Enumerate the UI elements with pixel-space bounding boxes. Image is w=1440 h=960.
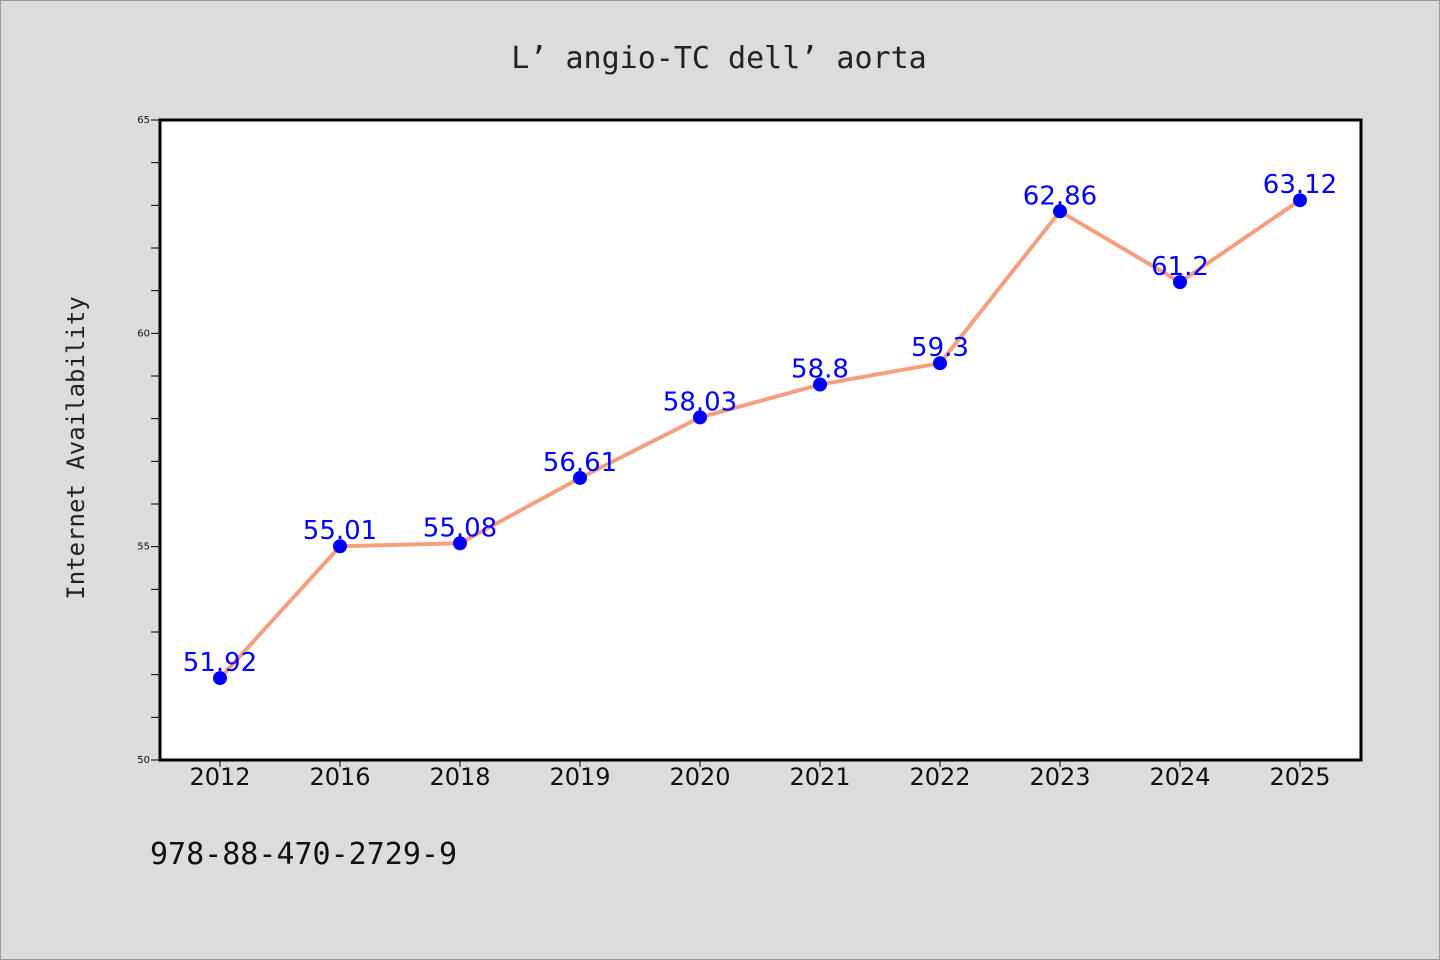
data-point bbox=[1293, 193, 1307, 208]
data-point bbox=[453, 536, 467, 551]
plot-area bbox=[158, 118, 1363, 762]
x-tick-label: 2022 bbox=[909, 763, 970, 791]
x-tick-label: 2023 bbox=[1029, 763, 1090, 791]
data-point bbox=[693, 410, 707, 425]
data-point bbox=[933, 356, 947, 371]
x-tick-label: 2019 bbox=[549, 763, 610, 791]
data-point bbox=[813, 377, 827, 392]
y-tick-label: 55 bbox=[137, 542, 150, 553]
chart-title: L’ angio-TC dell’ aorta bbox=[511, 41, 926, 76]
data-label: 61.2 bbox=[1151, 252, 1209, 282]
data-point bbox=[573, 470, 587, 485]
y-axis-label: Internet Availability bbox=[62, 296, 90, 599]
data-label: 56.61 bbox=[543, 448, 617, 478]
x-axis-ticks: 2012 2016 2018 2019 2020 2021 2022 2023 2024 2025 bbox=[189, 760, 1331, 791]
data-point bbox=[1173, 275, 1187, 290]
data-point bbox=[1053, 204, 1067, 219]
data-label: 58.03 bbox=[663, 387, 737, 417]
data-label: 55.08 bbox=[423, 513, 497, 543]
y-axis-ticks: 50 55 60 65 bbox=[137, 115, 160, 766]
x-tick-label: 2020 bbox=[669, 763, 730, 791]
y-tick-label: 65 bbox=[137, 115, 150, 126]
data-label: 51.92 bbox=[183, 648, 257, 678]
data-point bbox=[333, 539, 347, 554]
x-tick-label: 2025 bbox=[1269, 763, 1330, 791]
y-tick-label: 60 bbox=[137, 328, 150, 339]
data-label: 55.01 bbox=[303, 516, 377, 546]
isbn-text: 978-88-470-2729-9 bbox=[150, 837, 457, 872]
x-tick-label: 2021 bbox=[789, 763, 850, 791]
series-group: 51.92 55.01 55.08 56.61 58.03 58.8 59.3 62.86 61… bbox=[183, 170, 1337, 686]
data-label: 63.12 bbox=[1263, 170, 1337, 200]
series-line bbox=[218, 198, 1302, 680]
y-tick-label: 50 bbox=[137, 755, 150, 766]
x-tick-label: 2016 bbox=[309, 763, 370, 791]
data-label: 58.8 bbox=[791, 355, 849, 385]
x-tick-label: 2018 bbox=[429, 763, 490, 791]
data-point bbox=[213, 671, 227, 686]
x-tick-label: 2012 bbox=[189, 763, 250, 791]
x-tick-label: 2024 bbox=[1149, 763, 1210, 791]
data-label: 62.86 bbox=[1023, 181, 1097, 211]
data-label: 59.3 bbox=[911, 333, 969, 363]
